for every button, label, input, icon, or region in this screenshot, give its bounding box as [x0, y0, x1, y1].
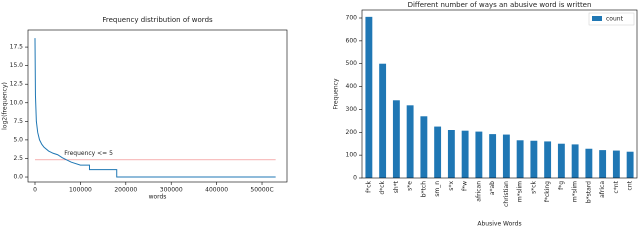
plot-frame: [27, 29, 288, 183]
x-tick-label: f*cking: [544, 181, 551, 202]
x-axis-label: words: [149, 194, 167, 201]
bar: [571, 144, 579, 178]
x-tick-label: f*g: [558, 181, 565, 190]
y-tick-label: 10.0: [10, 99, 24, 106]
x-tick-label: christian: [503, 181, 510, 207]
x-tick-label: cnt: [627, 180, 634, 190]
y-tick-label: 700: [346, 15, 358, 22]
bar: [502, 134, 510, 178]
x-tick-label: 0: [33, 187, 37, 194]
y-tick-label: 2.5: [13, 155, 23, 162]
bar: [585, 148, 593, 178]
y-tick-label: 0: [353, 175, 357, 182]
bar: [461, 130, 469, 178]
x-tick-label: s*x: [448, 181, 455, 191]
x-tick-label: sh*t: [393, 180, 400, 193]
bar: [516, 140, 524, 178]
x-tick-label: 300000: [160, 187, 183, 194]
y-tick-label: 500: [346, 60, 358, 67]
legend-swatch: [592, 16, 602, 21]
bar: [530, 140, 538, 178]
y-tick-label: 17.5: [10, 44, 24, 51]
x-tick-label: 200000: [114, 187, 137, 194]
y-tick-label: 0.0: [13, 174, 23, 181]
x-tick-label: 400000: [205, 187, 228, 194]
bar: [612, 150, 620, 178]
bar: [557, 143, 565, 178]
page: {"chart_data":[ {"type":"line","title":"…: [1, 1, 638, 228]
x-tick-label: f*w: [462, 181, 469, 191]
y-tick-label: 600: [346, 37, 358, 44]
x-tick-label: africa: [599, 181, 606, 198]
bar: [626, 151, 634, 178]
bar: [420, 116, 428, 178]
bar: [544, 141, 552, 178]
bar: [406, 105, 414, 178]
line: [34, 38, 276, 178]
x-axis-label: Abusive Words: [477, 221, 521, 228]
x-tick-label: b*tch: [420, 181, 427, 197]
y-tick-label: 5.0: [13, 136, 23, 143]
y-axis-label: Frequency: [333, 78, 340, 109]
x-tick-label: s*ck: [530, 180, 537, 193]
annotation: Frequency <= 5: [64, 150, 113, 157]
bar: [475, 131, 483, 178]
bar: [392, 100, 400, 178]
bar: [365, 16, 373, 178]
y-tick-label: 100: [346, 152, 358, 159]
x-tick-label: f*ck: [365, 180, 372, 192]
y-tick-label: 300: [346, 106, 358, 113]
bar: [379, 63, 387, 178]
x-tick-label: a*ab: [489, 181, 496, 195]
x-tick-label: d*ck: [379, 180, 386, 194]
bar: [434, 126, 442, 178]
x-tick-label: 50000C: [250, 187, 273, 194]
x-tick-label: c*nt: [613, 180, 620, 193]
x-tick-label: african: [475, 181, 482, 202]
x-tick-label: m*slim: [517, 181, 524, 202]
y-tick-label: 15.0: [10, 62, 24, 69]
x-tick-label: b*stard: [585, 181, 592, 203]
bar: [599, 150, 607, 178]
x-tick-label: sm_n: [434, 181, 441, 197]
y-tick-label: 200: [346, 129, 358, 136]
x-tick-label: m*slim: [572, 181, 579, 202]
y-axis-label: log2(frequency): [2, 82, 9, 130]
x-tick-label: 100000: [69, 187, 92, 194]
y-tick-label: 7.5: [13, 118, 23, 125]
bar: [447, 130, 455, 178]
x-tick-label: s*e: [407, 181, 414, 191]
y-tick-label: 12.5: [10, 81, 24, 88]
chart-title: Different number of ways an abusive word…: [408, 1, 592, 9]
chart-title: Frequency distribution of words: [102, 16, 213, 24]
legend-label: count: [606, 16, 624, 23]
plot-frame: [361, 9, 638, 179]
bar: [489, 134, 497, 178]
y-tick-label: 400: [346, 83, 358, 90]
figure: Frequency distribution of words 0 100000 20…: [2, 1, 638, 228]
